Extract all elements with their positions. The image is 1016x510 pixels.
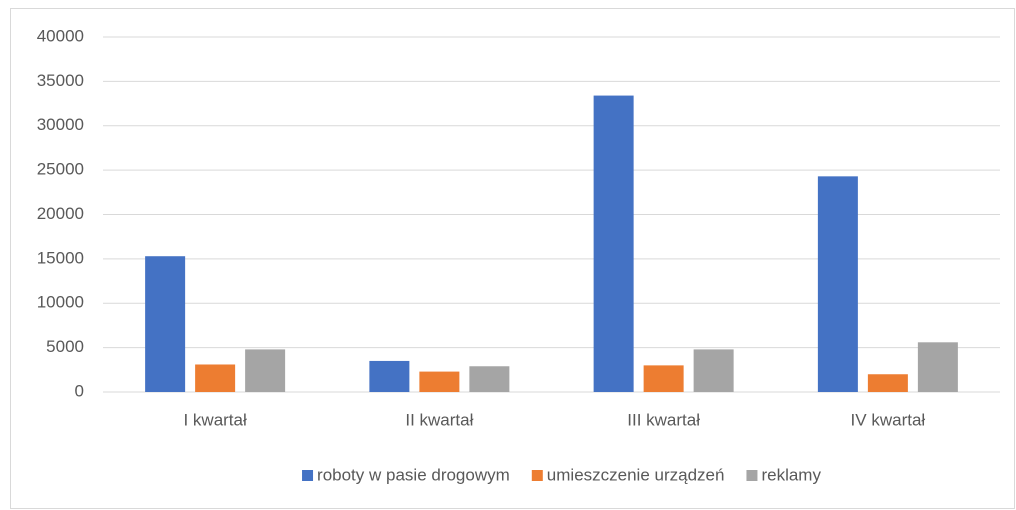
legend-item: reklamy [746, 465, 821, 484]
x-tick-label: I kwartał [183, 410, 247, 429]
legend-label: umieszczenie urządzeń [547, 465, 725, 484]
y-tick-label: 20000 [37, 204, 84, 223]
bar [245, 349, 286, 392]
bar [693, 349, 734, 392]
legend-label: reklamy [761, 465, 821, 484]
x-tick-label: II kwartał [405, 410, 473, 429]
x-tick-label: IV kwartał [851, 410, 926, 429]
legend-item: roboty w pasie drogowym [302, 465, 510, 484]
y-tick-label: 25000 [37, 160, 84, 179]
y-tick-label: 30000 [37, 115, 84, 134]
y-tick-label: 40000 [37, 26, 84, 45]
y-tick-label: 15000 [37, 248, 84, 267]
legend-swatch [302, 470, 314, 481]
bar [419, 371, 460, 392]
bar [867, 374, 908, 392]
bar [145, 256, 186, 392]
y-tick-label: 0 [75, 381, 84, 400]
bar [469, 366, 510, 392]
legend-swatch [746, 470, 758, 481]
bar [643, 365, 684, 392]
y-tick-label: 5000 [46, 337, 84, 356]
bar [917, 342, 958, 392]
legend-item: umieszczenie urządzeń [531, 465, 725, 484]
y-tick-label: 35000 [37, 71, 84, 90]
x-tick-label: III kwartał [627, 410, 700, 429]
y-tick-label: 10000 [37, 293, 84, 312]
bar [593, 95, 634, 392]
bar [369, 360, 410, 392]
legend-swatch [531, 470, 543, 481]
bar [817, 176, 858, 392]
legend-label: roboty w pasie drogowym [317, 465, 510, 484]
bar [195, 364, 236, 392]
